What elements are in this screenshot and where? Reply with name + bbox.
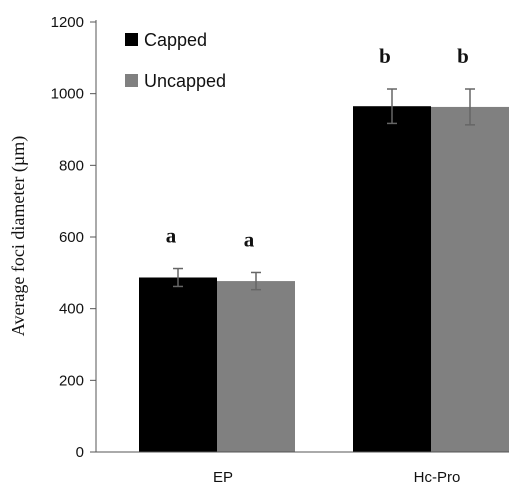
- category-labels: EP Hc-Pro: [213, 469, 460, 486]
- legend-label: Uncapped: [144, 71, 226, 91]
- legend-swatch: [125, 74, 138, 87]
- significance-label: a: [166, 224, 177, 248]
- y-tick-label: 1200: [51, 14, 84, 31]
- legend: Capped Uncapped: [125, 30, 226, 91]
- axes: [95, 20, 509, 453]
- bar: [353, 106, 431, 452]
- y-tick-label: 200: [59, 372, 84, 389]
- category-label: Hc-Pro: [414, 469, 461, 486]
- significance-label: a: [244, 227, 255, 251]
- y-tick-label: 600: [59, 229, 84, 246]
- y-tick-label: 0: [76, 444, 84, 461]
- y-axis-label: Average foci diameter (µm): [8, 136, 29, 336]
- y-axis-ticks: 0 200 400 600 800 1000 1200: [51, 14, 96, 461]
- y-tick-label: 400: [59, 301, 84, 318]
- legend-swatch: [125, 33, 138, 46]
- legend-label: Capped: [144, 30, 207, 50]
- significance-label: b: [457, 44, 469, 68]
- bar: [217, 281, 295, 452]
- y-tick-label: 1000: [51, 86, 84, 103]
- y-tick-label: 800: [59, 157, 84, 174]
- significance-label: b: [379, 44, 391, 68]
- bar: [139, 277, 217, 452]
- bars: a b a b: [139, 44, 509, 453]
- bar: [431, 106, 509, 453]
- category-label: EP: [213, 469, 233, 486]
